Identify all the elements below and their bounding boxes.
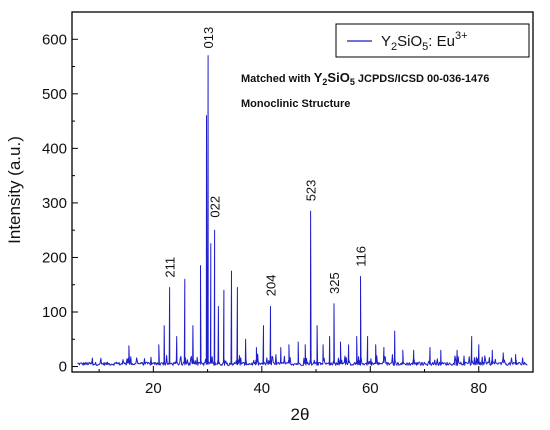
peak-label-013: 013 (201, 27, 216, 49)
legend-sup: 3+ (455, 30, 468, 42)
note-formula-sub1: 2 (322, 77, 327, 87)
plot-frame (71, 11, 534, 373)
x-axis-title: 2θ (291, 405, 310, 424)
y-tick-label-200: 200 (42, 249, 67, 266)
y-tick-label-300: 300 (42, 195, 67, 212)
note-formula-sub2: 5 (350, 77, 355, 87)
note-matched: Matched with Y2SiO5 JCPDS/ICSD 00-036-14… (241, 70, 489, 87)
peak-label-116: 116 (354, 246, 369, 267)
y-tick-label-500: 500 (42, 86, 67, 103)
x-tick-label-60: 60 (362, 380, 379, 397)
note-formula-mid: SiO (327, 70, 349, 85)
legend-sio: SiO (397, 33, 422, 50)
peak-label-211: 211 (163, 257, 178, 278)
peak-label-022: 022 (208, 196, 223, 218)
x-tick-label-20: 20 (145, 380, 162, 397)
note-pre: Matched with (241, 73, 314, 85)
series-line-y2sio5-eu (77, 55, 528, 366)
legend-sub2: 5 (422, 41, 428, 53)
legend-label: Y2SiO5: Eu3+ (381, 30, 468, 53)
legend-y: Y (381, 33, 391, 50)
y-tick-label-400: 400 (42, 140, 67, 157)
y-axis-title: Intensity (a.u.) (5, 136, 24, 244)
legend-eu: : Eu (428, 33, 455, 50)
peak-label-325: 325 (327, 272, 342, 294)
note-formula-y: Y (314, 70, 323, 85)
y-tick-label-100: 100 (42, 304, 67, 321)
legend-sub1: 2 (391, 41, 397, 53)
series-layer (77, 55, 528, 366)
x-tick-label-40: 40 (253, 380, 270, 397)
note-post: JCPDS/ICSD 00-036-1476 (355, 73, 490, 85)
x-tick-label-80: 80 (470, 380, 487, 397)
axis-ticks: 20 40 60 80 0 100 200 300 400 500 600 (42, 31, 487, 397)
y-tick-label-0: 0 (59, 359, 67, 376)
legend: Y2SiO5: Eu3+ (335, 23, 530, 58)
peak-labels: 013 022 211 204 523 325 116 (163, 27, 369, 296)
y-tick-label-600: 600 (42, 31, 67, 48)
peak-label-523: 523 (304, 180, 319, 202)
note-structure: Monoclinic Structure (241, 98, 350, 110)
peak-label-204: 204 (264, 274, 279, 296)
